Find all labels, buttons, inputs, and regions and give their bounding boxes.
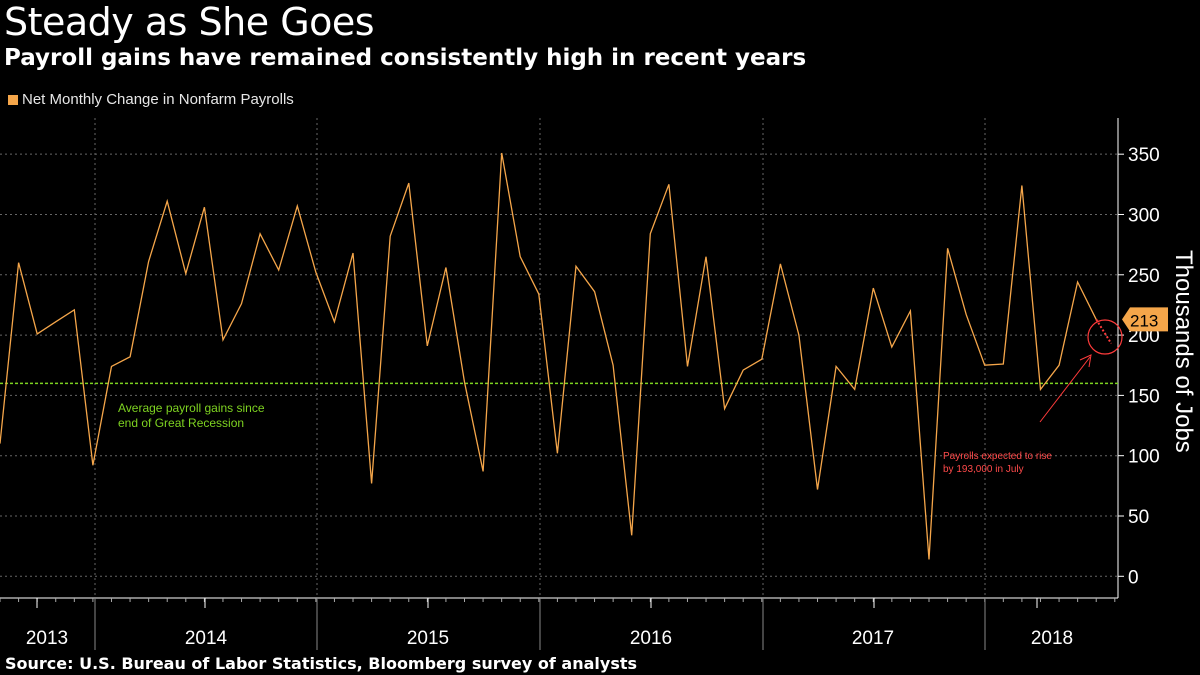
average-label-line2: end of Great Recession	[118, 416, 244, 430]
x-year-label: 2014	[185, 628, 228, 649]
legend-label: Net Monthly Change in Nonfarm Payrolls	[22, 91, 294, 108]
forecast-segment	[1095, 318, 1113, 345]
last-value-callout	[1122, 307, 1168, 332]
y-tick-label: 100	[1128, 447, 1160, 468]
legend: Net Monthly Change in Nonfarm Payrolls	[8, 91, 294, 108]
chart-title: Steady as She Goes	[4, 0, 375, 44]
y-tick-label: 250	[1128, 266, 1160, 287]
legend-swatch	[8, 94, 18, 105]
y-axis-title: Thousands of Jobs	[1170, 250, 1197, 453]
series-line	[0, 152, 1097, 560]
y-tick-label: 300	[1128, 205, 1160, 226]
y-tick-label: 150	[1128, 386, 1160, 407]
x-year-label: 2017	[852, 628, 894, 649]
x-year-label: 2015	[407, 628, 449, 649]
annotation-line2: by 193,000 in July	[943, 464, 1024, 475]
x-year-label: 2018	[1031, 628, 1073, 649]
annotation-line1: Payrolls expected to rise	[943, 451, 1052, 462]
x-year-label: 2013	[26, 628, 68, 649]
annotation-arrowhead	[1079, 354, 1092, 368]
y-tick-label: 50	[1128, 507, 1149, 528]
chart-subtitle: Payroll gains have remained consistently…	[4, 45, 807, 71]
y-tick-label: 0	[1128, 567, 1139, 588]
x-year-label: 2016	[630, 628, 672, 649]
average-label-line1: Average payroll gains since	[118, 401, 265, 415]
y-tick-label: 350	[1128, 145, 1160, 166]
annotation-arrow	[1039, 356, 1091, 423]
forecast-circle	[1087, 319, 1123, 355]
source-note: Source: U.S. Bureau of Labor Statistics,…	[5, 654, 638, 673]
last-value-label: 213	[1130, 311, 1158, 330]
